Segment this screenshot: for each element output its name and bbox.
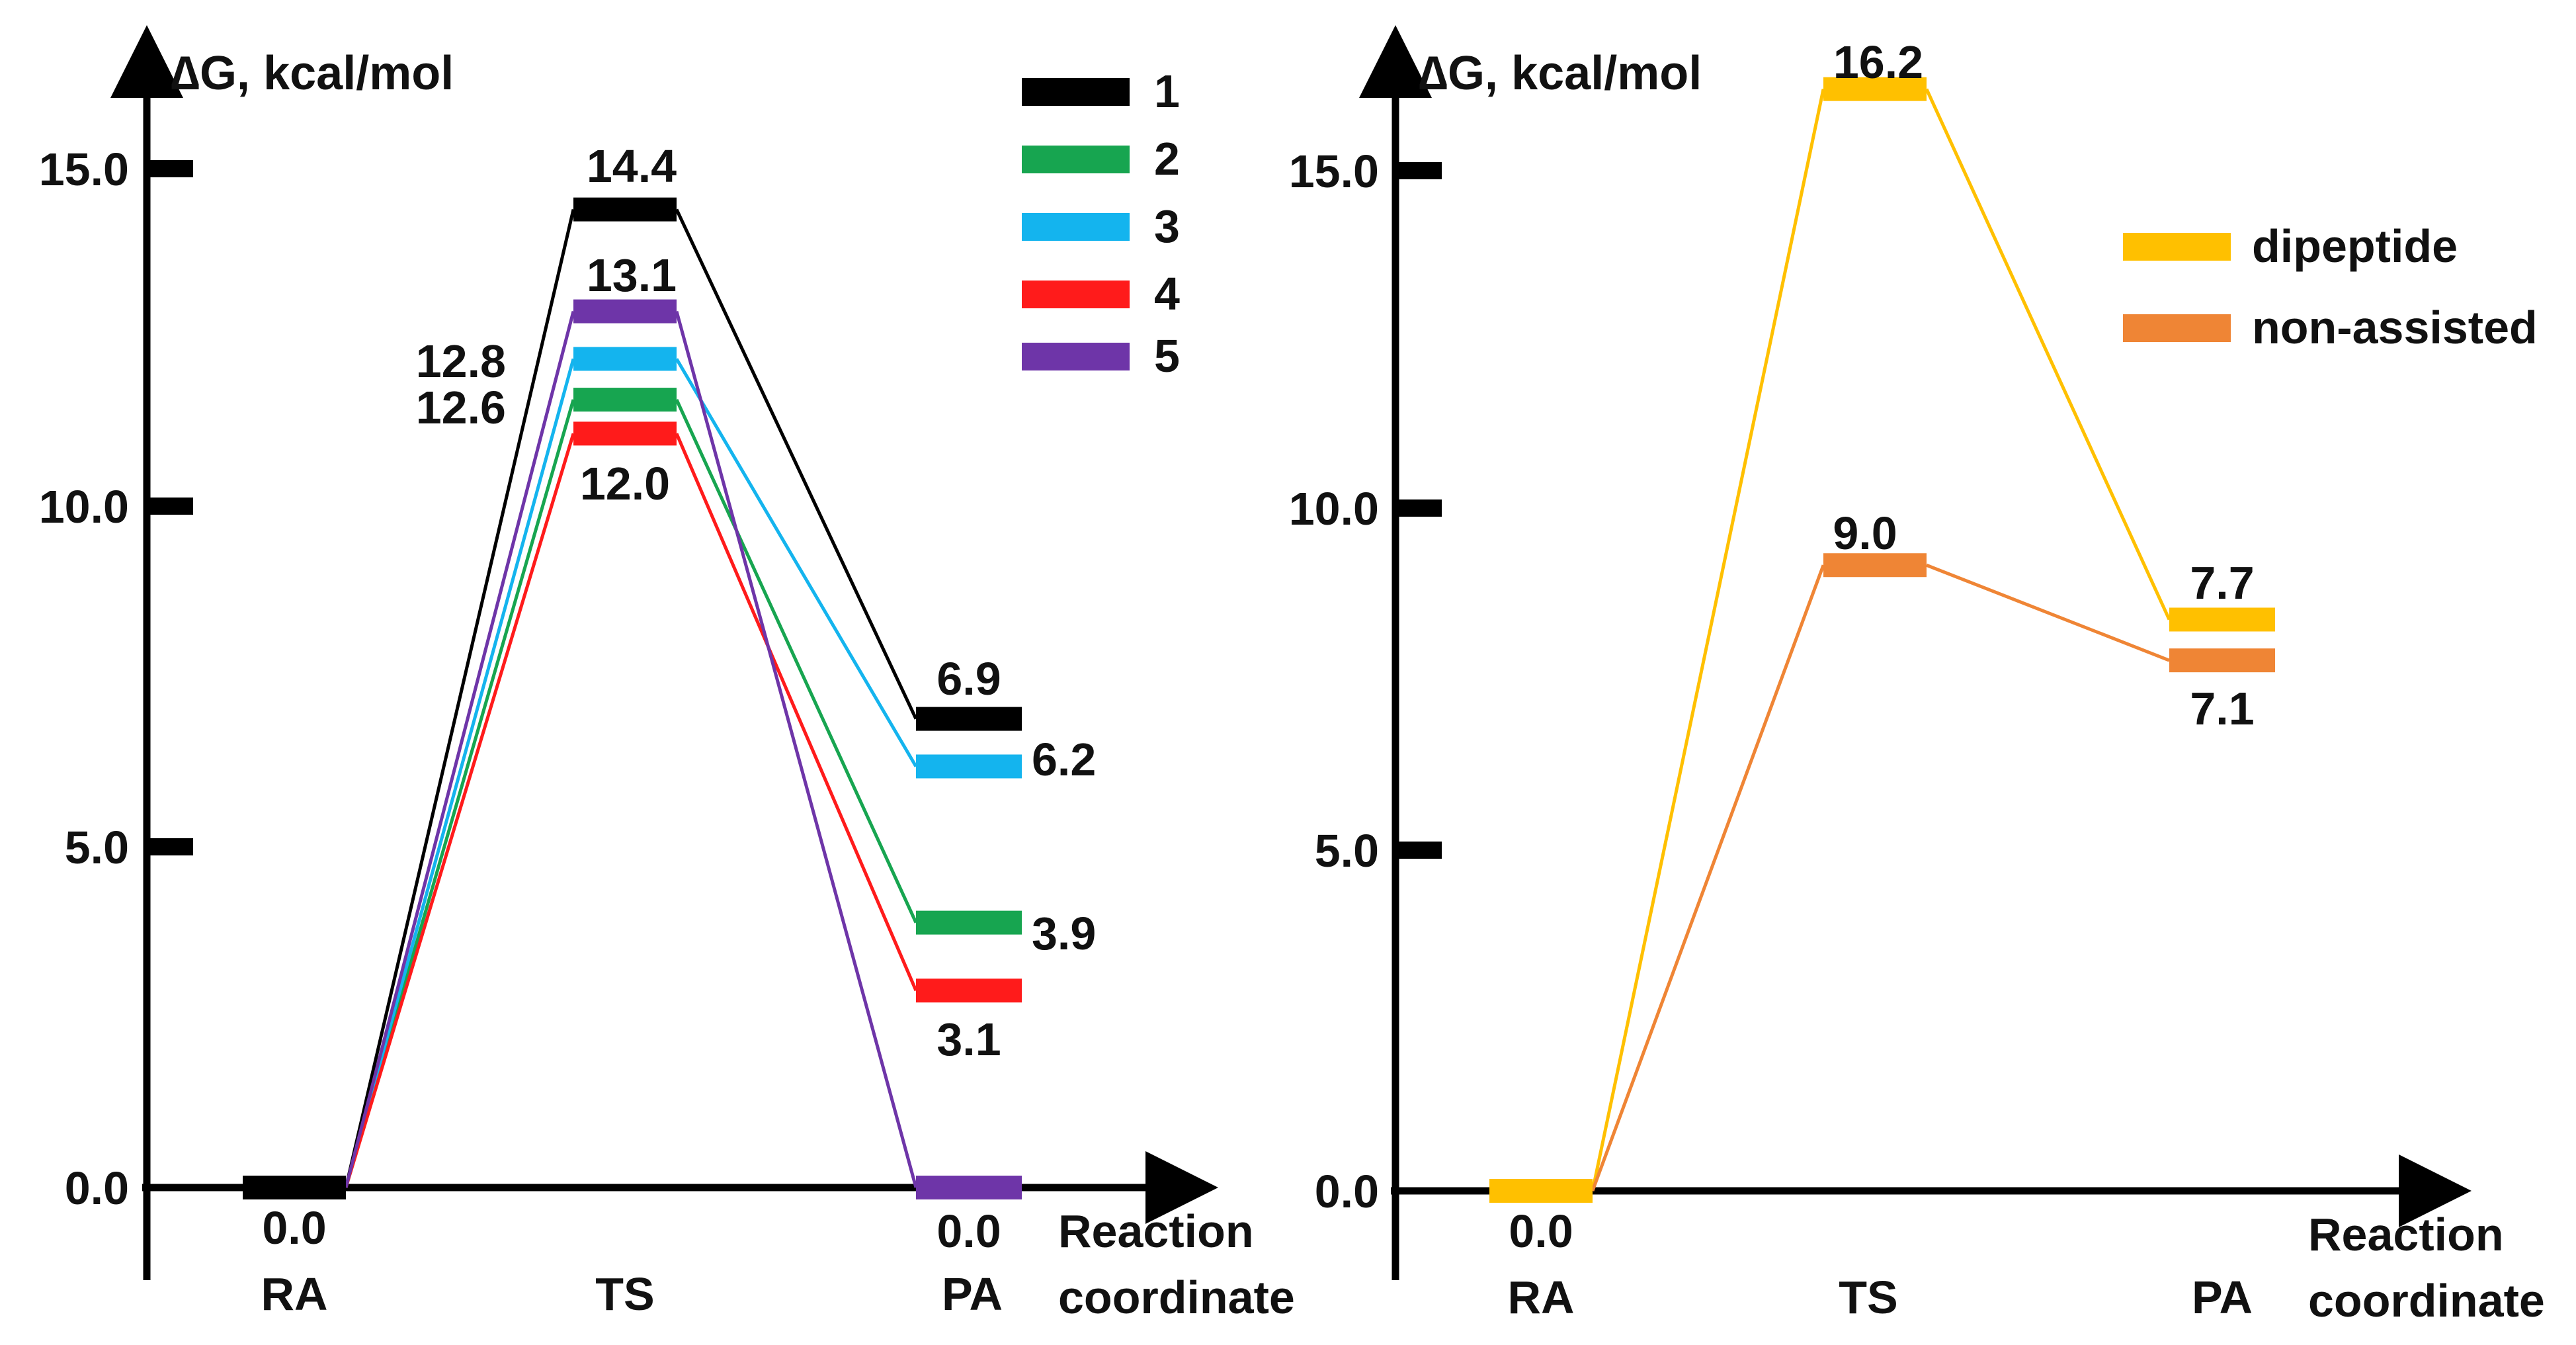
- right-value-label-dipeptide-ra: 0.0: [1509, 1205, 1573, 1257]
- left-connectors: [344, 208, 918, 1188]
- left-legend-label-5: 5: [1154, 330, 1180, 382]
- right-value-label-dipeptide-ts: 16.2: [1833, 36, 1923, 88]
- left-xtick-label-ra: RA: [261, 1268, 327, 1320]
- left-level-2-ts: [573, 388, 677, 412]
- right-value-label-non-assisted-pa: 7.1: [2190, 683, 2254, 734]
- right-connector-non-assisted-ts-pa: [1926, 563, 2170, 662]
- left-value-label-2-ts: 12.6: [416, 382, 506, 433]
- left-connector-2-ts-pa: [675, 399, 918, 924]
- right-xtick-label-pa: PA: [2192, 1272, 2253, 1323]
- right-level-non-assisted-pa: [2169, 648, 2275, 673]
- left-ytick-label-0: 0.0: [65, 1162, 129, 1214]
- left-connector-1-ts-pa: [675, 208, 918, 720]
- left-legend-label-1: 1: [1154, 65, 1180, 117]
- left-value-label-1-ra: 0.0: [262, 1202, 326, 1254]
- left-level-1-pa: [916, 707, 1022, 731]
- left-value-label-1-pa: 6.9: [936, 653, 1001, 705]
- right-legend-swatch-non-assisted: [2123, 314, 2231, 342]
- left-value-label-5-ts: 13.1: [587, 249, 677, 301]
- left-level-3-pa: [916, 754, 1022, 779]
- right-xtick-label-ra: RA: [1507, 1272, 1574, 1323]
- left-ytick-label-5: 5.0: [65, 822, 129, 873]
- left-connector-5-ts-pa: [675, 310, 918, 1188]
- left-connector-3-ts-pa: [675, 358, 918, 767]
- left-ytick-label-15: 15.0: [39, 144, 129, 195]
- right-connector-non-assisted-ra-ts: [1591, 564, 1825, 1192]
- right-level-dipeptide-ra: [1489, 1179, 1593, 1203]
- left-legend-label-3: 3: [1154, 200, 1180, 252]
- left-value-label-1-ts: 14.4: [587, 140, 677, 192]
- right-ytick-label-0: 0.0: [1315, 1166, 1379, 1217]
- right-xtick-label-ts: TS: [1839, 1272, 1897, 1323]
- left-x-axis-title-line1: Reaction: [1058, 1205, 1254, 1257]
- right-y-axis-title: ∆G, kcal/mol: [1419, 47, 1702, 100]
- right-x-axis-title-line2: coordinate: [2308, 1275, 2545, 1326]
- left-connector-5-ra-ts: [344, 310, 575, 1188]
- left-xtick-label-pa: PA: [942, 1268, 1003, 1320]
- left-value-label-3-ts: 12.8: [416, 335, 506, 387]
- left-level-5-pa: [916, 1176, 1022, 1199]
- left-connector-4-ra-ts: [344, 433, 575, 1188]
- left-level-4-pa: [916, 978, 1022, 1003]
- left-legend-label-4: 4: [1154, 268, 1180, 320]
- left-value-label-3-pa: 6.2: [1032, 734, 1096, 785]
- left-connector-3-ra-ts: [344, 358, 575, 1188]
- left-value-label-5-pa: 0.0: [936, 1205, 1001, 1257]
- right-level-non-assisted-ts: [1823, 553, 1927, 578]
- left-legend-swatch-3: [1022, 213, 1130, 241]
- left-legend-swatch-1: [1022, 78, 1130, 106]
- left-levels: [243, 197, 1022, 1199]
- left-level-5-ts: [573, 299, 677, 324]
- left-connector-4-ts-pa: [675, 433, 918, 992]
- left-connector-1-ra-ts: [344, 209, 575, 1188]
- right-value-label-non-assisted-ts: 9.0: [1833, 507, 1897, 559]
- left-level-4-ts: [573, 421, 677, 446]
- left-legend-swatch-4: [1022, 281, 1130, 308]
- right-ytick-label-10: 10.0: [1289, 483, 1379, 535]
- left-xtick-label-ts: TS: [595, 1268, 654, 1320]
- right-levels: [1489, 77, 2275, 1203]
- right-ytick-label-15: 15.0: [1289, 146, 1379, 197]
- left-x-axis-title-line2: coordinate: [1058, 1272, 1295, 1323]
- right-legend-swatch-dipeptide: [2123, 233, 2231, 261]
- left-panel: ∆G, kcal/mol 15.0 10.0 5.0 0.0 RA TS PA …: [39, 25, 1295, 1323]
- left-value-label-2-pa: 3.9: [1032, 908, 1096, 959]
- left-legend-swatch-5: [1022, 343, 1130, 370]
- right-connector-dipeptide-ts-pa: [1925, 88, 2171, 621]
- left-ytick-label-10: 10.0: [39, 481, 129, 533]
- left-y-axis-title: ∆G, kcal/mol: [171, 47, 454, 100]
- right-level-dipeptide-pa: [2169, 607, 2275, 632]
- left-level-1-ra: [243, 1176, 346, 1199]
- right-value-label-dipeptide-pa: 7.7: [2190, 557, 2254, 609]
- right-connector-dipeptide-ra-ts: [1591, 89, 1825, 1192]
- left-legend: 1 2 3 4 5: [1022, 65, 1180, 382]
- left-level-1-ts: [573, 197, 677, 222]
- right-x-axis-title-line1: Reaction: [2308, 1209, 2504, 1260]
- left-legend-swatch-2: [1022, 146, 1130, 173]
- right-legend-label-dipeptide: dipeptide: [2252, 220, 2458, 272]
- left-value-label-4-ts: 12.0: [580, 458, 670, 509]
- left-level-3-ts: [573, 347, 677, 371]
- right-legend: dipeptide non-assisted: [2123, 220, 2538, 353]
- left-legend-label-2: 2: [1154, 133, 1180, 185]
- left-value-label-4-pa: 3.1: [936, 1014, 1001, 1065]
- right-panel: ∆G, kcal/mol 15.0 10.0 5.0 0.0 RA TS PA …: [1289, 25, 2545, 1326]
- right-legend-label-non-assisted: non-assisted: [2252, 302, 2538, 353]
- right-ytick-label-5: 5.0: [1315, 825, 1379, 877]
- left-level-2-pa: [916, 910, 1022, 935]
- right-level-dipeptide-ts: [1823, 77, 1927, 101]
- right-connectors: [1591, 88, 2171, 1192]
